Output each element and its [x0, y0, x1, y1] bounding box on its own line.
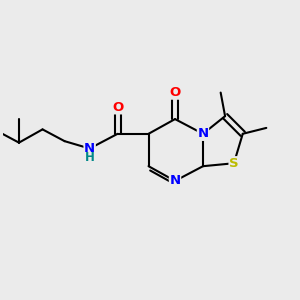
Text: S: S: [229, 157, 239, 170]
Text: N: N: [197, 127, 208, 140]
Text: O: O: [112, 101, 123, 114]
Text: H: H: [85, 151, 94, 164]
Text: N: N: [169, 174, 181, 188]
Text: O: O: [169, 86, 181, 99]
Text: N: N: [84, 142, 95, 155]
